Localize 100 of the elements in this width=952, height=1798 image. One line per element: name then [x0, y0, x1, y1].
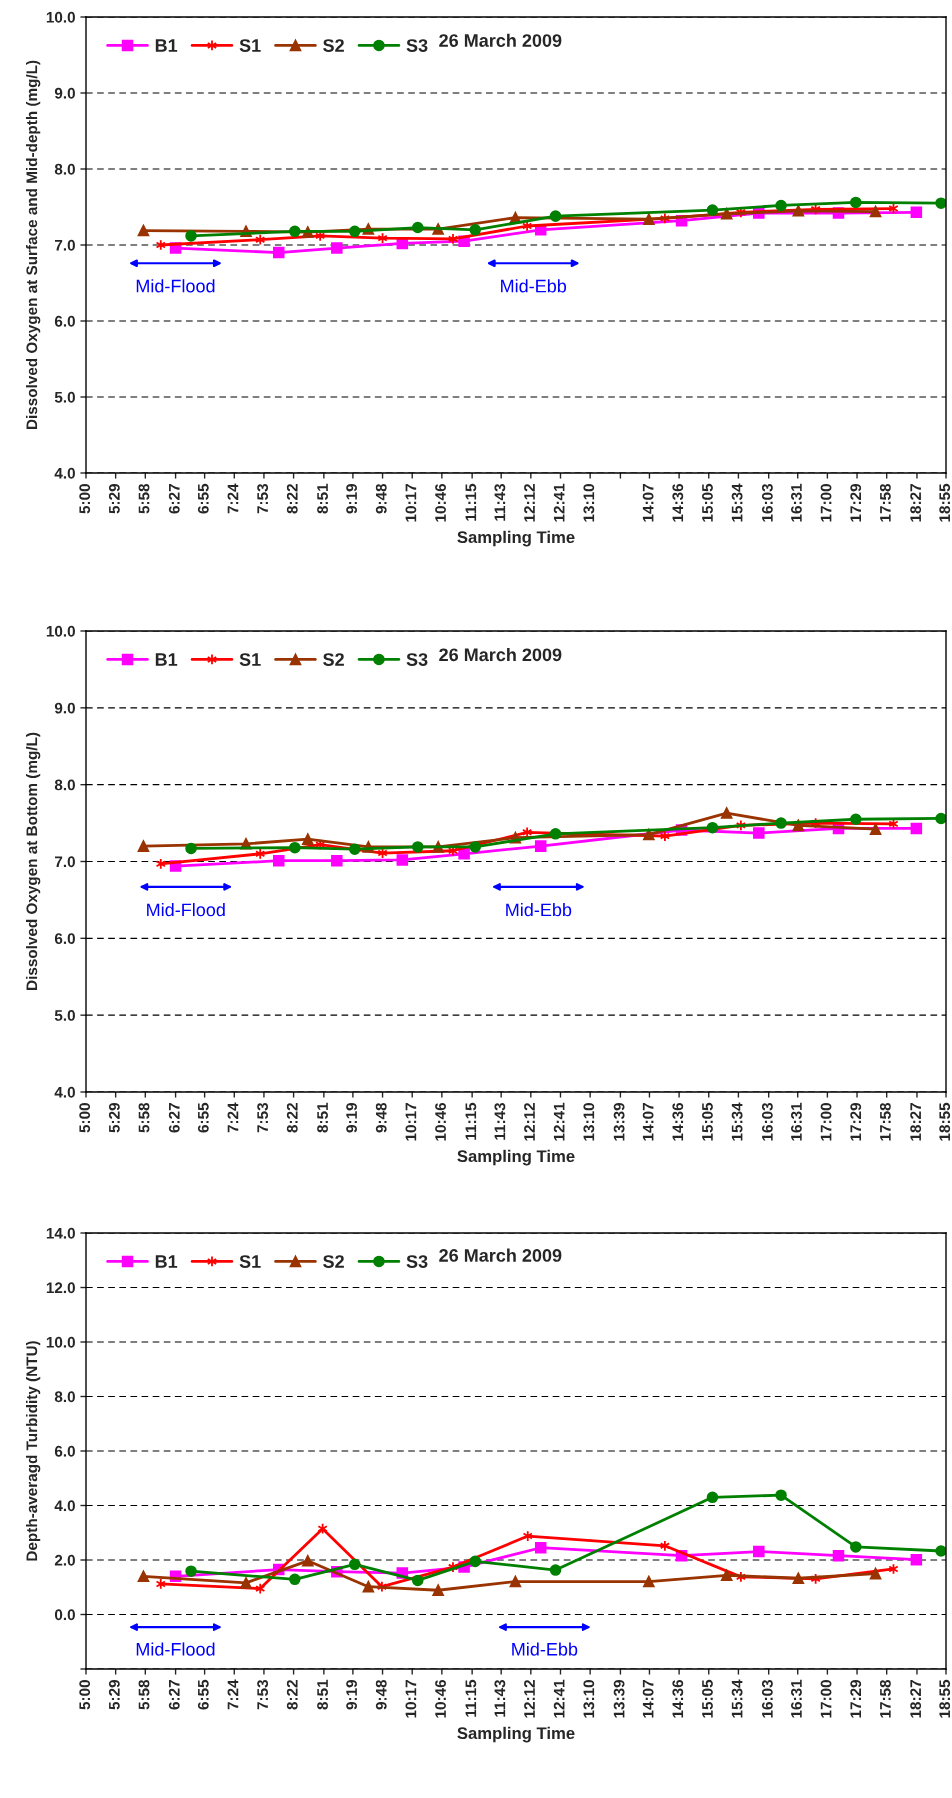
x-tick-label: 14:07: [642, 1680, 654, 1718]
y-tick-label: 4.0: [54, 1086, 75, 1098]
x-tick-label: 11:15: [465, 483, 477, 521]
y-tick-label: 4.0: [54, 1500, 75, 1512]
x-tick-label: 17:58: [879, 1102, 891, 1141]
legend-label: S3: [406, 1255, 428, 1268]
x-tick-label: 5:58: [138, 483, 150, 514]
y-tick-label: 9.0: [54, 87, 75, 99]
annotation: Mid-Flood: [136, 279, 215, 293]
x-tick-label: 14:07: [642, 1103, 654, 1141]
x-tick-label: 17:00: [820, 484, 832, 522]
x-tick-label: 7:24: [227, 1102, 239, 1133]
x-tick-label: 18:55: [939, 483, 951, 522]
legend-label: S2: [323, 1255, 344, 1268]
x-tick-label: 12:12: [524, 1103, 535, 1141]
x-tick-label: 17:29: [850, 1679, 862, 1718]
y-tick-label: 9.0: [54, 702, 75, 714]
x-tick-label: 6:55: [197, 483, 209, 514]
y-tick-label: 6.0: [54, 315, 75, 327]
y-tick-label: 14.0: [46, 1227, 75, 1239]
y-tick-label: 8.0: [54, 779, 75, 791]
x-axis-title: Sampling Time: [457, 1726, 575, 1743]
x-tick-label: 9:48: [375, 1679, 387, 1710]
y-axis-title: Depth-averagd Turbidity (NTU): [25, 1341, 41, 1561]
x-tick-label: 14:36: [672, 483, 684, 522]
x-tick-label: 15:05: [702, 1679, 713, 1718]
y-tick-label: 2.0: [54, 1554, 75, 1566]
x-tick-label: 12:41: [553, 1679, 565, 1718]
y-tick-label: 7.0: [55, 856, 75, 868]
x-tick-label: 11:15: [465, 1679, 477, 1717]
x-tick-label: 7:24: [227, 483, 239, 514]
y-tick-label: 6.0: [54, 933, 75, 945]
x-tick-label: 5:58: [138, 1102, 150, 1133]
annotation: Mid-Ebb: [512, 1642, 578, 1656]
x-tick-label: 8:51: [317, 1102, 328, 1133]
x-tick-label: 11:43: [494, 483, 506, 521]
annotation: Mid-Ebb: [501, 279, 567, 293]
x-tick-label: 14:07: [642, 484, 654, 522]
x-tick-label: 5:29: [108, 483, 120, 514]
x-tick-label: 17:29: [850, 483, 862, 522]
x-tick-label: 7:53: [257, 1679, 269, 1710]
legend-label: B1: [155, 653, 178, 666]
x-tick-label: 17:00: [820, 1680, 832, 1718]
x-tick-label: 9:48: [375, 1102, 387, 1133]
y-axis-title: Dissolved Oxygen at Surface and Mid-depth (mg/L): [25, 60, 41, 430]
x-tick-label: 6:27: [168, 484, 180, 514]
x-tick-label: 8:22: [286, 484, 298, 514]
x-tick-label: 10:17: [405, 484, 417, 522]
x-tick-label: 16:31: [791, 483, 802, 522]
x-tick-label: 11:43: [494, 1102, 506, 1140]
x-tick-label: 16:31: [791, 1102, 802, 1141]
x-tick-label: 10:17: [405, 1103, 417, 1141]
x-tick-label: 18:27: [910, 1103, 922, 1141]
x-tick-label: 8:51: [317, 483, 328, 514]
x-tick-label: 6:27: [168, 1680, 180, 1710]
y-tick-label: 5.0: [54, 1010, 75, 1021]
x-tick-label: 16:03: [761, 483, 773, 522]
x-tick-label: 15:34: [731, 1679, 743, 1718]
x-tick-label: 13:10: [583, 484, 595, 522]
x-tick-label: 17:00: [820, 1103, 832, 1141]
x-tick-label: 12:41: [553, 1102, 565, 1141]
legend-label: S1: [239, 39, 261, 52]
legend-label: B1: [155, 39, 178, 52]
y-tick-label: 0.0: [54, 1609, 75, 1621]
x-tick-label: 5:00: [79, 1680, 91, 1710]
x-tick-label: 18:27: [910, 484, 922, 522]
x-axis-title: Sampling Time: [457, 530, 575, 547]
x-tick-label: 16:03: [761, 1102, 773, 1141]
annotation: Mid-Flood: [136, 1642, 215, 1656]
y-tick-label: 10.0: [46, 11, 75, 23]
x-tick-label: 12:41: [553, 483, 565, 522]
y-tick-label: 10.0: [46, 625, 75, 637]
y-tick-label: 12.0: [46, 1282, 75, 1294]
x-tick-label: 10:17: [405, 1680, 417, 1718]
x-tick-label: 9:19: [346, 1679, 357, 1710]
legend-label: S1: [239, 653, 261, 666]
x-tick-label: 14:36: [672, 1679, 684, 1718]
x-tick-label: 11:43: [494, 1679, 506, 1717]
x-tick-label: 6:27: [168, 1103, 180, 1133]
x-tick-label: 5:29: [108, 1102, 120, 1133]
x-tick-label: 16:03: [761, 1679, 773, 1718]
y-tick-label: 4.0: [54, 467, 75, 479]
x-tick-label: 9:19: [346, 1102, 357, 1133]
x-tick-label: 13:39: [613, 1679, 625, 1718]
y-tick-label: 5.0: [54, 391, 75, 403]
x-tick-label: 13:10: [583, 1680, 595, 1718]
x-axis-title: Sampling Time: [457, 1149, 575, 1166]
x-tick-label: 8:22: [286, 1680, 298, 1710]
x-tick-label: 7:24: [227, 1679, 239, 1710]
legend-label: S2: [323, 39, 344, 52]
x-tick-label: 17:58: [879, 483, 891, 522]
x-tick-label: 7:53: [257, 1102, 269, 1133]
legend-label: S2: [323, 653, 344, 666]
x-tick-label: 10:46: [435, 1102, 446, 1141]
x-tick-label: 13:39: [613, 1102, 625, 1141]
x-tick-label: 17:58: [879, 1679, 891, 1718]
text: 26 March 2009: [439, 647, 562, 662]
x-tick-label: 5:00: [79, 1103, 91, 1133]
x-tick-label: 14:36: [672, 1102, 684, 1141]
y-axis-title: Dissolved Oxygen at Bottom (mg/L): [25, 732, 41, 990]
